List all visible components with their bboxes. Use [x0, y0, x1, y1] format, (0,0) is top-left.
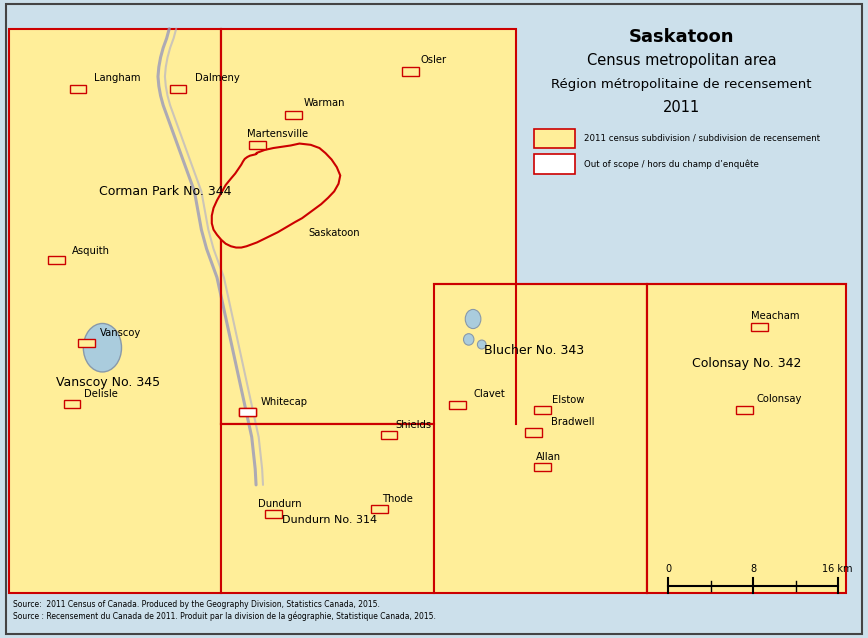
Bar	[239, 408, 256, 416]
Bar	[285, 111, 302, 119]
Text: Blucher No. 343: Blucher No. 343	[483, 345, 584, 357]
Bar	[647, 284, 846, 593]
Ellipse shape	[465, 309, 481, 329]
Text: Corman Park No. 344: Corman Park No. 344	[99, 185, 231, 198]
Bar	[239, 408, 256, 416]
Bar	[534, 129, 575, 148]
Text: Delisle: Delisle	[84, 389, 118, 399]
Text: Colonsay: Colonsay	[757, 394, 802, 404]
Text: Warman: Warman	[304, 98, 345, 108]
Bar	[48, 256, 65, 264]
Text: Colonsay No. 342: Colonsay No. 342	[692, 357, 801, 370]
Text: Vanscoy: Vanscoy	[100, 328, 141, 338]
Text: 2011 census subdivision / subdivision de recensement: 2011 census subdivision / subdivision de…	[584, 134, 820, 143]
Text: Clavet: Clavet	[473, 389, 505, 399]
Bar	[221, 29, 516, 424]
Text: Langham: Langham	[94, 73, 141, 83]
Bar	[525, 429, 542, 436]
Text: Osler: Osler	[421, 55, 447, 65]
Bar	[434, 284, 647, 593]
Text: Meacham: Meacham	[751, 311, 799, 321]
Bar	[736, 406, 753, 413]
Bar	[63, 400, 81, 408]
Text: 2011: 2011	[663, 100, 700, 115]
Text: Bradwell: Bradwell	[551, 417, 595, 427]
Polygon shape	[212, 144, 340, 248]
Text: Source : Recensement du Canada de 2011. Produit par la division de la géographie: Source : Recensement du Canada de 2011. …	[13, 612, 436, 621]
Text: Saskatoon: Saskatoon	[308, 228, 359, 238]
Bar	[380, 431, 398, 439]
Text: Dalmeny: Dalmeny	[195, 73, 240, 83]
Bar	[169, 85, 187, 93]
Text: Census metropolitan area: Census metropolitan area	[587, 53, 776, 68]
Text: 8: 8	[750, 563, 757, 574]
Text: Allan: Allan	[536, 452, 561, 462]
Text: Saskatoon: Saskatoon	[628, 28, 734, 46]
Ellipse shape	[83, 323, 122, 372]
Text: Elstow: Elstow	[552, 395, 584, 405]
Bar	[249, 141, 266, 149]
Bar	[221, 424, 434, 593]
Text: 16 km: 16 km	[822, 563, 853, 574]
Bar	[69, 85, 87, 93]
Text: Thode: Thode	[382, 494, 413, 504]
Bar	[265, 510, 282, 518]
Text: Dundurn No. 314: Dundurn No. 314	[282, 515, 378, 525]
Text: Whitecap: Whitecap	[260, 397, 307, 407]
Text: Martensville: Martensville	[247, 129, 308, 139]
Text: Dundurn: Dundurn	[258, 499, 301, 509]
Bar	[402, 68, 419, 75]
Bar	[9, 29, 221, 593]
Text: Région métropolitaine de recensement: Région métropolitaine de recensement	[551, 78, 812, 91]
Text: Source:  2011 Census of Canada. Produced by the Geography Division, Statistics C: Source: 2011 Census of Canada. Produced …	[13, 600, 380, 609]
Bar	[449, 401, 466, 409]
Bar	[78, 339, 95, 346]
Text: Vanscoy No. 345: Vanscoy No. 345	[56, 376, 161, 389]
Bar	[371, 505, 388, 513]
Text: Shields: Shields	[395, 420, 431, 430]
Text: Out of scope / hors du champ d’enquête: Out of scope / hors du champ d’enquête	[584, 160, 759, 168]
Bar	[534, 463, 551, 471]
Text: 0: 0	[665, 563, 672, 574]
Bar	[534, 154, 575, 174]
Ellipse shape	[464, 334, 474, 345]
Text: Asquith: Asquith	[72, 246, 110, 256]
Bar	[751, 323, 768, 330]
Ellipse shape	[477, 340, 486, 349]
Bar	[534, 406, 551, 414]
